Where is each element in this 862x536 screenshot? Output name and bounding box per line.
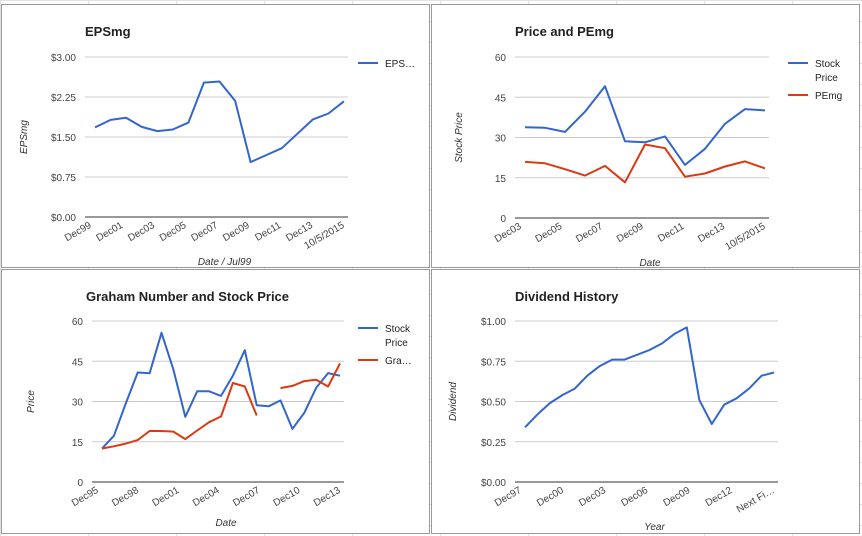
y-tick-label: 15 [72, 438, 84, 449]
y-tick-label: $0.00 [51, 213, 76, 224]
x-axis-title: Date / Jul99 [198, 257, 252, 268]
series-line-1 [524, 143, 766, 184]
legend-label: EPS… [385, 59, 415, 70]
y-tick-label: 0 [77, 478, 83, 489]
y-tick-label: $0.75 [51, 173, 76, 184]
x-tick-label: Dec01 [95, 220, 126, 244]
y-axis-title: EPSmg [19, 120, 30, 154]
legend-label: PEmg [815, 91, 842, 102]
x-tick-label: Dec03 [126, 220, 157, 244]
chart-title: Graham Number and Stock Price [86, 289, 289, 304]
y-tick-label: $2.25 [51, 93, 76, 104]
x-tick-label: Dec13 [696, 221, 727, 245]
x-tick-label: 10/5/2015 [723, 221, 767, 253]
x-tick-label: Dec03 [577, 485, 608, 509]
chart-svg: Graham Number and Stock Price 0 15 30 45 60 De… [26, 289, 412, 529]
y-axis-title: Dividend [448, 382, 459, 421]
series-line-0 [524, 326, 775, 428]
chart-panel-graham-number[interactable]: Graham Number and Stock Price 0 15 30 45 60 De… [1, 269, 430, 534]
series-line-0 [101, 331, 341, 450]
x-tick-label: Dec04 [191, 485, 222, 509]
y-tick-label: $0.75 [481, 357, 506, 368]
x-axis-title: Year [644, 522, 665, 533]
chart-panel-dividend-history[interactable]: Dividend History $0.00 $0.25 $0.50 $0.75 $1.0… [431, 269, 860, 534]
y-tick-label: 30 [495, 134, 507, 145]
y-tick-label: $0.25 [481, 438, 506, 449]
x-tick-label: Dec05 [534, 221, 565, 245]
x-tick-label: Dec09 [615, 221, 646, 245]
y-tick-label: $1.50 [51, 133, 76, 144]
y-tick-label: 60 [495, 53, 507, 64]
y-tick-label: 30 [72, 398, 84, 409]
x-tick-label: Dec09 [662, 485, 693, 509]
x-tick-label: Dec12 [704, 485, 735, 509]
x-tick-label: Dec03 [493, 221, 524, 245]
y-axis-title: Stock Price [454, 112, 465, 163]
chart-title: Dividend History [515, 289, 619, 304]
x-tick-label: Dec11 [656, 221, 686, 245]
x-tick-label: Dec06 [619, 485, 650, 509]
x-tick-label: Dec01 [151, 485, 182, 509]
legend-label: Stock Price [385, 324, 411, 349]
x-tick-label: Dec95 [70, 485, 101, 509]
legend-label: Stock Price [815, 59, 841, 84]
y-tick-label: 45 [495, 93, 507, 104]
chart-panel-epsmg[interactable]: EPSmg $0.00 $0.75 $1.50 $2.25 $3.00 Dec99 Dec01… [1, 4, 430, 268]
x-tick-label: Dec13 [312, 485, 343, 509]
y-tick-label: $3.00 [51, 53, 76, 64]
series-line-0 [524, 85, 766, 166]
x-tick-label: Dec11 [253, 220, 283, 244]
y-tick-label: $0.50 [481, 398, 506, 409]
x-tick-label: Next Fi… [735, 485, 777, 515]
x-axis-title: Date [215, 518, 237, 529]
x-tick-label: Dec00 [535, 485, 566, 509]
x-tick-label: Dec09 [221, 220, 252, 244]
x-tick-label: Dec07 [189, 220, 220, 244]
chart-title: Price and PEmg [515, 24, 614, 39]
y-tick-label: 0 [500, 214, 506, 225]
x-tick-label: Dec98 [110, 485, 141, 509]
x-tick-label: Dec05 [158, 220, 189, 244]
chart-title: EPSmg [85, 24, 131, 39]
x-tick-label: Dec07 [231, 485, 262, 509]
x-axis-title: Date [639, 258, 661, 269]
y-axis-title: Price [26, 390, 37, 413]
y-tick-label: $1.00 [481, 317, 506, 328]
y-tick-label: 45 [72, 357, 84, 368]
legend-label: Gra… [385, 356, 412, 367]
x-tick-label: Dec10 [272, 485, 303, 509]
y-tick-label: 60 [72, 317, 84, 328]
chart-svg: Dividend History $0.00 $0.25 $0.50 $0.75 $1.0… [448, 289, 778, 533]
y-tick-label: $0.00 [481, 478, 506, 489]
chart-svg: Price and PEmg 0 15 30 45 60 Dec03 Dec05 Dec07 De… [454, 24, 842, 269]
x-tick-label: Dec07 [574, 221, 605, 245]
chart-panel-price-and-pemg[interactable]: Price and PEmg 0 15 30 45 60 Dec03 Dec05 Dec07 De… [431, 4, 860, 269]
series-line-0 [94, 80, 345, 164]
series-line-1 [101, 362, 341, 450]
y-tick-label: 15 [495, 174, 507, 185]
